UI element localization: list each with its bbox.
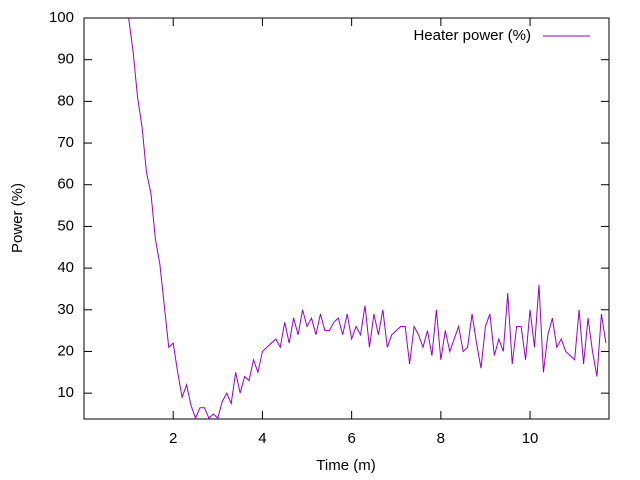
y-tick-label: 50 bbox=[57, 217, 74, 234]
y-tick-label: 100 bbox=[49, 9, 74, 26]
plot-frame bbox=[83, 17, 610, 420]
y-axis-label: Power (%) bbox=[9, 183, 26, 253]
x-axis-label: Time (m) bbox=[316, 457, 375, 474]
y-tick-label: 30 bbox=[57, 301, 74, 318]
y-tick-label: 40 bbox=[57, 259, 74, 276]
x-tick-label: 8 bbox=[437, 430, 445, 447]
y-tick-label: 70 bbox=[57, 134, 74, 151]
y-tick-label: 80 bbox=[57, 92, 74, 109]
y-tick-label: 20 bbox=[57, 342, 74, 359]
legend-label: Heater power (%) bbox=[413, 27, 531, 44]
x-tick-label: 10 bbox=[522, 430, 539, 447]
x-tick-label: 4 bbox=[258, 430, 266, 447]
x-tick-label: 2 bbox=[169, 430, 177, 447]
data-line bbox=[128, 18, 607, 419]
y-tick-label: 90 bbox=[57, 51, 74, 68]
x-tick-label: 6 bbox=[347, 430, 355, 447]
y-tick-label: 60 bbox=[57, 176, 74, 193]
y-tick-label: 10 bbox=[57, 384, 74, 401]
